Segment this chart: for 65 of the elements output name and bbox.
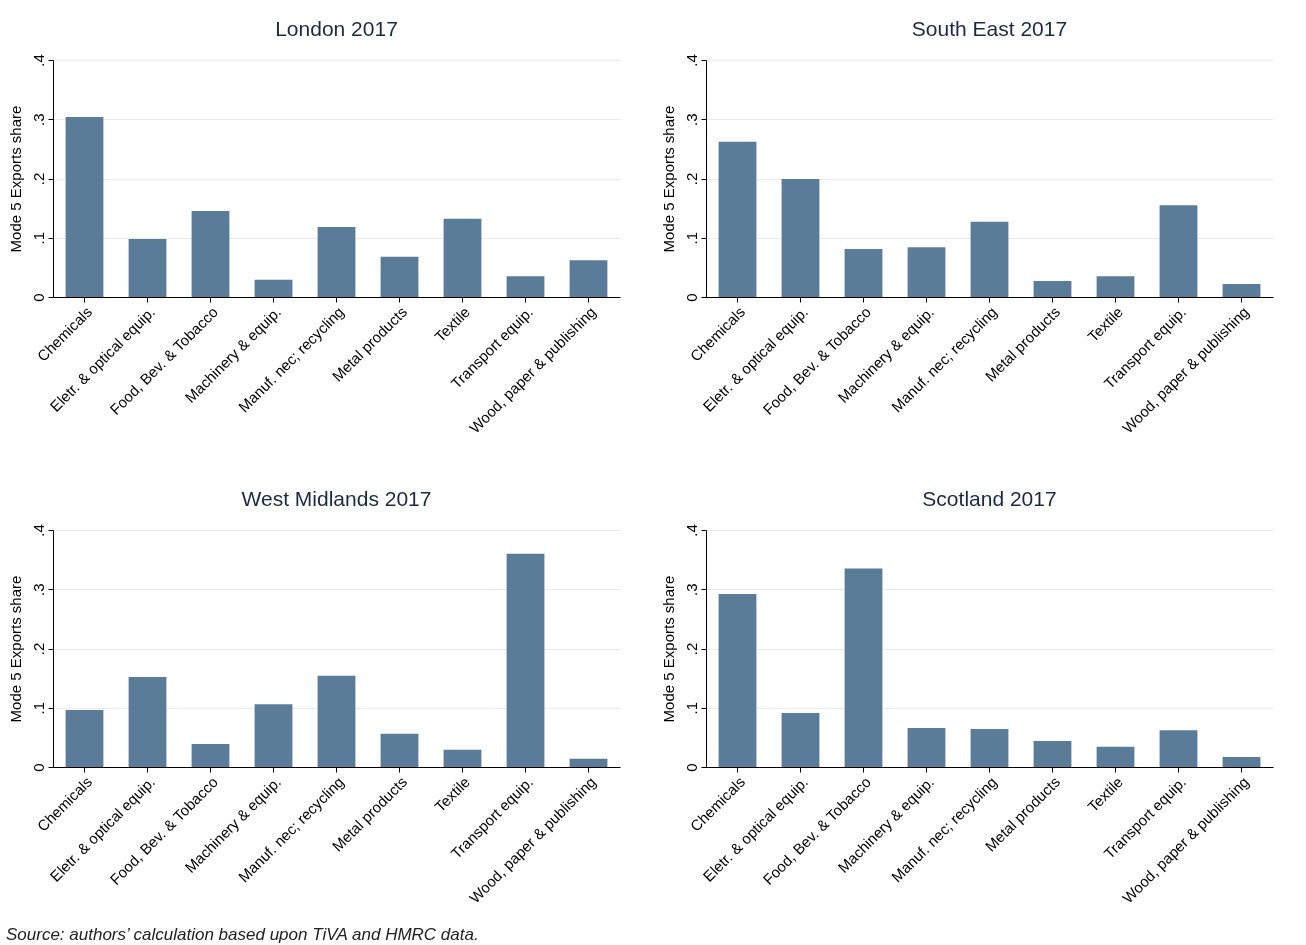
bar bbox=[380, 256, 419, 297]
bar bbox=[254, 704, 293, 767]
chart-title: London 2017 bbox=[275, 16, 398, 40]
y-tick-label: .2 bbox=[682, 172, 700, 186]
bar bbox=[128, 238, 167, 297]
bar bbox=[443, 749, 482, 767]
chart-title: South East 2017 bbox=[911, 16, 1068, 40]
y-tick-label: .1 bbox=[29, 231, 47, 245]
y-axis-title: Mode 5 Exports share bbox=[659, 575, 677, 723]
bar bbox=[970, 221, 1009, 297]
bar bbox=[569, 260, 608, 297]
bar bbox=[443, 218, 482, 297]
bar bbox=[317, 675, 356, 767]
bar bbox=[1096, 276, 1135, 297]
y-tick-label: .3 bbox=[29, 113, 47, 127]
y-tick-label: .4 bbox=[682, 54, 700, 67]
bar bbox=[128, 676, 167, 767]
y-tick-label: .3 bbox=[682, 583, 700, 597]
bar bbox=[718, 141, 757, 297]
bar bbox=[1096, 746, 1135, 767]
chart-title: West Midlands 2017 bbox=[241, 486, 432, 510]
bar bbox=[1159, 205, 1198, 297]
bar bbox=[506, 553, 545, 767]
bar bbox=[844, 249, 883, 297]
y-tick-label: 0 bbox=[29, 763, 47, 772]
y-tick-label: 0 bbox=[29, 293, 47, 302]
bar bbox=[191, 211, 230, 297]
y-axis-title: Mode 5 Exports share bbox=[6, 575, 24, 723]
y-tick-label: .1 bbox=[682, 231, 700, 245]
y-tick-label: .3 bbox=[29, 583, 47, 597]
bar bbox=[380, 733, 419, 767]
bar bbox=[65, 116, 104, 297]
bar bbox=[506, 276, 545, 297]
bar bbox=[317, 227, 356, 297]
bar bbox=[1033, 281, 1072, 297]
bar bbox=[65, 710, 104, 767]
y-tick-label: .4 bbox=[29, 524, 47, 537]
bar bbox=[191, 743, 230, 767]
bar bbox=[781, 179, 820, 297]
y-tick-label: 0 bbox=[682, 293, 700, 302]
y-tick-label: .4 bbox=[682, 524, 700, 537]
bar bbox=[970, 729, 1009, 767]
y-tick-label: .4 bbox=[29, 54, 47, 67]
bar bbox=[569, 758, 608, 767]
bar bbox=[1159, 730, 1198, 767]
bar bbox=[1222, 756, 1261, 767]
chart-title: Scotland 2017 bbox=[922, 486, 1057, 510]
y-tick-label: .2 bbox=[29, 642, 47, 656]
source-note: Source: authors’ calculation based upon TiVA and HMRC data. bbox=[6, 925, 479, 945]
y-tick-label: .2 bbox=[29, 172, 47, 186]
y-tick-label: .2 bbox=[682, 642, 700, 656]
y-axis-title: Mode 5 Exports share bbox=[659, 105, 677, 253]
bar bbox=[781, 713, 820, 767]
bar bbox=[1033, 740, 1072, 767]
y-tick-label: 0 bbox=[682, 763, 700, 772]
bar bbox=[844, 568, 883, 767]
y-tick-label: .1 bbox=[29, 701, 47, 715]
bar bbox=[907, 247, 946, 297]
bar bbox=[1222, 283, 1261, 297]
bar bbox=[907, 727, 946, 767]
bar bbox=[254, 279, 293, 297]
y-axis-title: Mode 5 Exports share bbox=[6, 105, 24, 253]
bar bbox=[718, 593, 757, 767]
y-tick-label: .1 bbox=[682, 701, 700, 715]
y-tick-label: .3 bbox=[682, 113, 700, 127]
